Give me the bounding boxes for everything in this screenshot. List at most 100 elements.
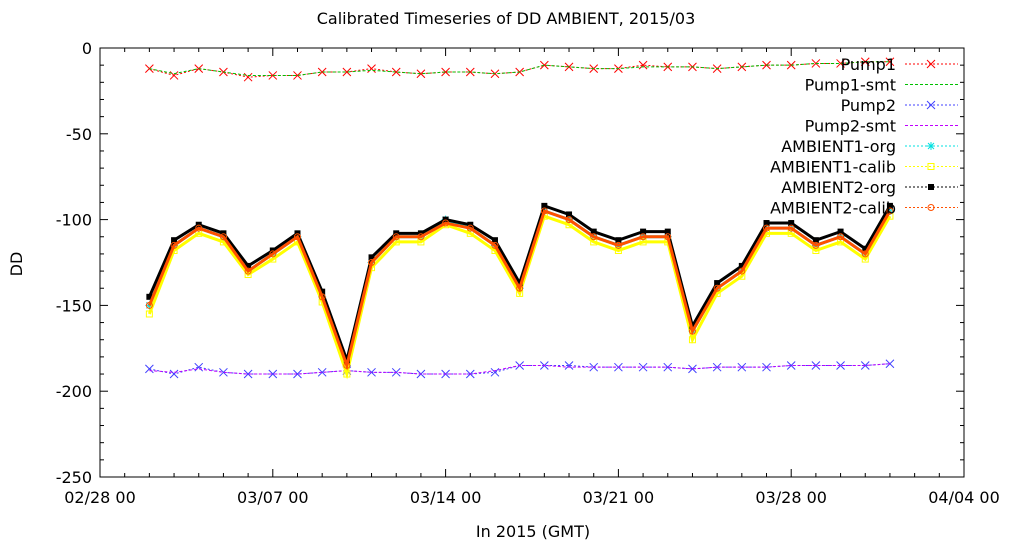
data-point (788, 220, 795, 227)
series-pump2 (145, 359, 895, 379)
chart-title: Calibrated Timeseries of DD AMBIENT, 201… (317, 9, 696, 28)
x-tick-label: 03/21 00 (583, 488, 655, 507)
data-point (786, 361, 796, 370)
x-axis-label: In 2015 (GMT) (476, 522, 590, 541)
data-point (268, 369, 278, 379)
x-tick-label: 02/28 00 (64, 488, 136, 507)
data-point (466, 229, 474, 237)
data-point (738, 272, 746, 280)
data-point (417, 233, 425, 241)
data-point (491, 241, 499, 249)
data-point (640, 228, 647, 235)
data-point (317, 67, 327, 77)
legend-label: Pump1-smt (805, 76, 896, 95)
series-line (149, 363, 890, 375)
data-point (713, 284, 721, 292)
data-point (539, 60, 549, 70)
data-point (293, 71, 302, 80)
data-point (417, 238, 425, 246)
legend-marker (928, 184, 934, 190)
data-point (566, 211, 573, 218)
data-point (145, 301, 154, 310)
data-point (639, 238, 647, 246)
y-tick-label: -50 (66, 125, 92, 144)
data-point (837, 233, 845, 241)
data-point (714, 280, 721, 287)
x-tick-label: 03/28 00 (755, 488, 827, 507)
data-point (886, 207, 894, 215)
series-line (147, 209, 892, 371)
data-point (638, 60, 648, 70)
data-point (763, 220, 770, 227)
data-point (688, 364, 697, 374)
data-point (885, 207, 894, 216)
legend-label: Pump1 (841, 55, 896, 74)
data-point (861, 250, 869, 258)
y-axis-label: DD (7, 252, 26, 277)
data-point (541, 202, 548, 209)
legend-label: Pump2-smt (805, 117, 896, 136)
legend-marker (927, 204, 935, 211)
data-point (565, 221, 573, 229)
data-point (540, 207, 548, 215)
data-point (812, 237, 819, 244)
data-point (194, 362, 204, 372)
data-point (442, 219, 450, 227)
data-point (343, 370, 351, 378)
data-point (368, 259, 376, 266)
data-point (590, 233, 598, 241)
data-point (812, 246, 820, 254)
data-point (416, 69, 426, 79)
data-point (243, 369, 253, 379)
data-point (195, 224, 203, 232)
data-point (885, 57, 895, 67)
data-point (170, 241, 178, 249)
data-point (269, 250, 277, 258)
series-line (149, 61, 890, 78)
data-point (244, 267, 252, 275)
data-point (811, 361, 821, 370)
data-point (590, 228, 597, 235)
y-axis: 0 -50 -100 -150 -200 -250 (56, 39, 964, 487)
data-point (268, 71, 278, 80)
y-tick-label: -150 (56, 296, 92, 315)
series-pump1-smt (149, 61, 890, 76)
legend-marker (926, 100, 936, 110)
data-point (787, 229, 795, 237)
legend-label: AMBIENT2-calib (770, 199, 896, 218)
data-point (169, 369, 179, 379)
data-point (466, 224, 474, 232)
data-point (861, 255, 869, 263)
data-point (516, 284, 524, 292)
data-point (639, 233, 647, 241)
plot-area (145, 57, 895, 380)
data-point (343, 361, 351, 369)
data-point (737, 362, 747, 372)
data-point (195, 229, 203, 237)
x-tick-label: 03/14 00 (410, 488, 482, 507)
data-point (811, 59, 821, 68)
data-point (738, 267, 746, 275)
legend-label: AMBIENT1-calib (770, 158, 896, 177)
data-point (491, 237, 498, 244)
data-point (441, 67, 450, 77)
data-point (564, 361, 574, 370)
legend-label: AMBIENT2-org (781, 178, 896, 197)
data-point (886, 202, 893, 209)
series-line (149, 61, 890, 76)
data-point (171, 237, 178, 244)
data-point (146, 293, 153, 300)
data-point (368, 254, 375, 261)
legend-label: Pump2 (841, 96, 896, 115)
data-point (243, 72, 253, 82)
data-point (392, 233, 400, 241)
data-point (516, 280, 523, 287)
data-point (245, 262, 252, 269)
data-point (787, 224, 795, 232)
legend-marker (927, 142, 935, 150)
y-tick-label: -100 (56, 211, 92, 230)
plot-frame (99, 47, 965, 478)
data-point (837, 228, 844, 235)
series-pump1 (145, 57, 895, 82)
